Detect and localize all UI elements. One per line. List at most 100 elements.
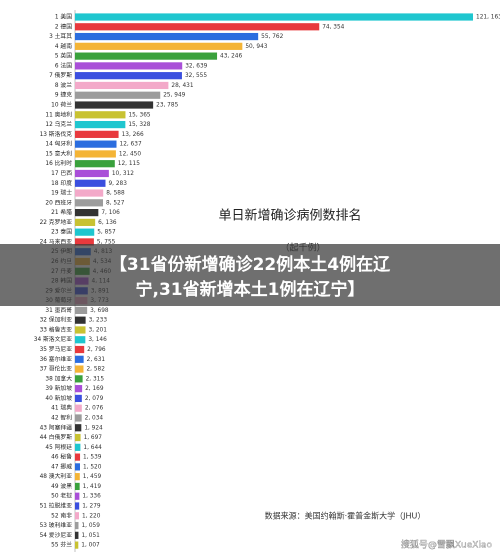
category-label: 8 波兰 [55,81,72,89]
value-label: 50, 943 [245,44,267,50]
value-label: 2, 631 [87,357,106,363]
value-label: 10, 312 [112,171,134,177]
value-label: 1, 697 [84,435,103,441]
category-label: 49 波黑 [51,482,72,490]
value-label: 1, 539 [83,455,102,461]
bar [75,394,82,403]
value-label: 6, 136 [98,220,117,226]
value-label: 1, 051 [81,533,100,539]
category-label: 2 德国 [55,22,72,30]
category-label: 15 意大利 [45,149,72,157]
bar [75,453,81,461]
value-label: 32, 639 [185,63,207,69]
category-label: 16 比利时 [45,159,72,167]
category-label: 3 土耳其 [49,32,72,40]
bar [75,541,79,549]
category-label: 24 马来西亚 [40,237,73,245]
bar [75,433,81,442]
bar [75,414,82,422]
bar [75,52,218,60]
bar [75,111,126,119]
category-label: 53 玻利维亚 [40,521,73,529]
category-label: 31 墨西哥 [45,307,72,314]
bar [75,140,117,148]
category-label: 35 罗马尼亚 [40,345,73,353]
category-label: 12 乌克兰 [45,120,72,128]
value-label: 2, 796 [87,347,106,353]
bar [75,81,169,90]
value-label: 2, 079 [85,396,104,402]
category-label: 39 新加坡 [45,384,72,392]
value-label: 9, 283 [108,181,127,187]
bar [75,150,116,158]
bar [75,169,109,178]
category-label: 37 哥伦比亚 [40,365,73,373]
category-label: 23 泰国 [51,228,72,236]
value-label: 13, 266 [122,132,144,138]
value-label: 2, 315 [86,376,105,382]
bar [75,199,104,207]
bar [75,179,106,187]
banner-bg [0,244,500,306]
value-label: 32, 555 [185,73,207,79]
category-label: 1 美国 [55,13,72,21]
bar [75,336,86,344]
source: 数据来源：美国约翰斯·霍普金斯大学（JHU） [265,511,426,521]
category-label: 17 巴西 [51,170,72,177]
category-label: 20 西班牙 [45,198,72,206]
bar [75,189,104,197]
category-label: 52 南非 [51,511,72,519]
value-label: 5, 857 [97,230,116,236]
category-label: 14 匈牙利 [45,140,72,148]
category-label: 36 塞尔维亚 [40,355,73,363]
bar [75,32,259,41]
value-label: 2, 582 [86,367,105,373]
bar [75,502,80,510]
category-label: 6 法国 [55,61,72,69]
category-label: 42 智利 [51,413,72,421]
value-label: 1, 520 [83,464,102,470]
value-label: 8, 588 [106,191,125,197]
category-label: 38 加拿大 [45,374,72,382]
category-label: 9 捷克 [55,91,72,99]
value-label: 1, 059 [81,523,100,529]
value-label: 1, 336 [82,494,101,500]
bar [75,345,85,354]
category-label: 34 斯洛文尼亚 [34,335,72,343]
watermark: 搜狐号@雪飘XueXiao [401,539,493,551]
value-label: 28, 431 [171,83,193,89]
bar [75,326,86,334]
value-label: 55, 762 [261,34,283,40]
value-label: 15, 365 [128,112,150,118]
bar [75,521,79,530]
category-label: 40 新加坡 [45,394,72,402]
value-label: 15, 328 [128,122,150,128]
value-label: 2, 169 [85,386,104,392]
value-label: 1, 007 [81,543,100,549]
banner-line: 【31省份新增确诊22例本土4例在辽 [110,254,391,275]
value-label: 1, 924 [84,425,103,431]
category-label: 48 澳大利亚 [40,472,73,480]
value-label: 1, 644 [83,445,102,451]
category-label: 45 阿根廷 [45,443,72,451]
category-label: 32 保加利亚 [40,316,73,324]
category-label: 54 爱沙尼亚 [40,531,73,539]
banner-line: 宁,31省新增本土1例在辽宁】 [136,279,365,300]
value-label: 3, 698 [90,308,109,314]
value-label: 23, 785 [156,103,178,109]
value-label: 121, 163 [476,15,500,21]
category-label: 5 英国 [55,52,72,60]
value-label: 1, 459 [83,474,102,480]
value-label: 5, 755 [97,239,116,245]
bar [75,365,84,373]
value-label: 3, 146 [88,337,107,343]
bar [75,209,99,217]
category-label: 13 斯洛伐克 [40,130,73,138]
value-label: 2, 076 [85,406,104,412]
bar [75,62,183,70]
bar [75,316,86,324]
bar [75,238,94,246]
value-label: 1, 419 [83,484,102,490]
bar [75,424,82,432]
bar [75,306,88,314]
